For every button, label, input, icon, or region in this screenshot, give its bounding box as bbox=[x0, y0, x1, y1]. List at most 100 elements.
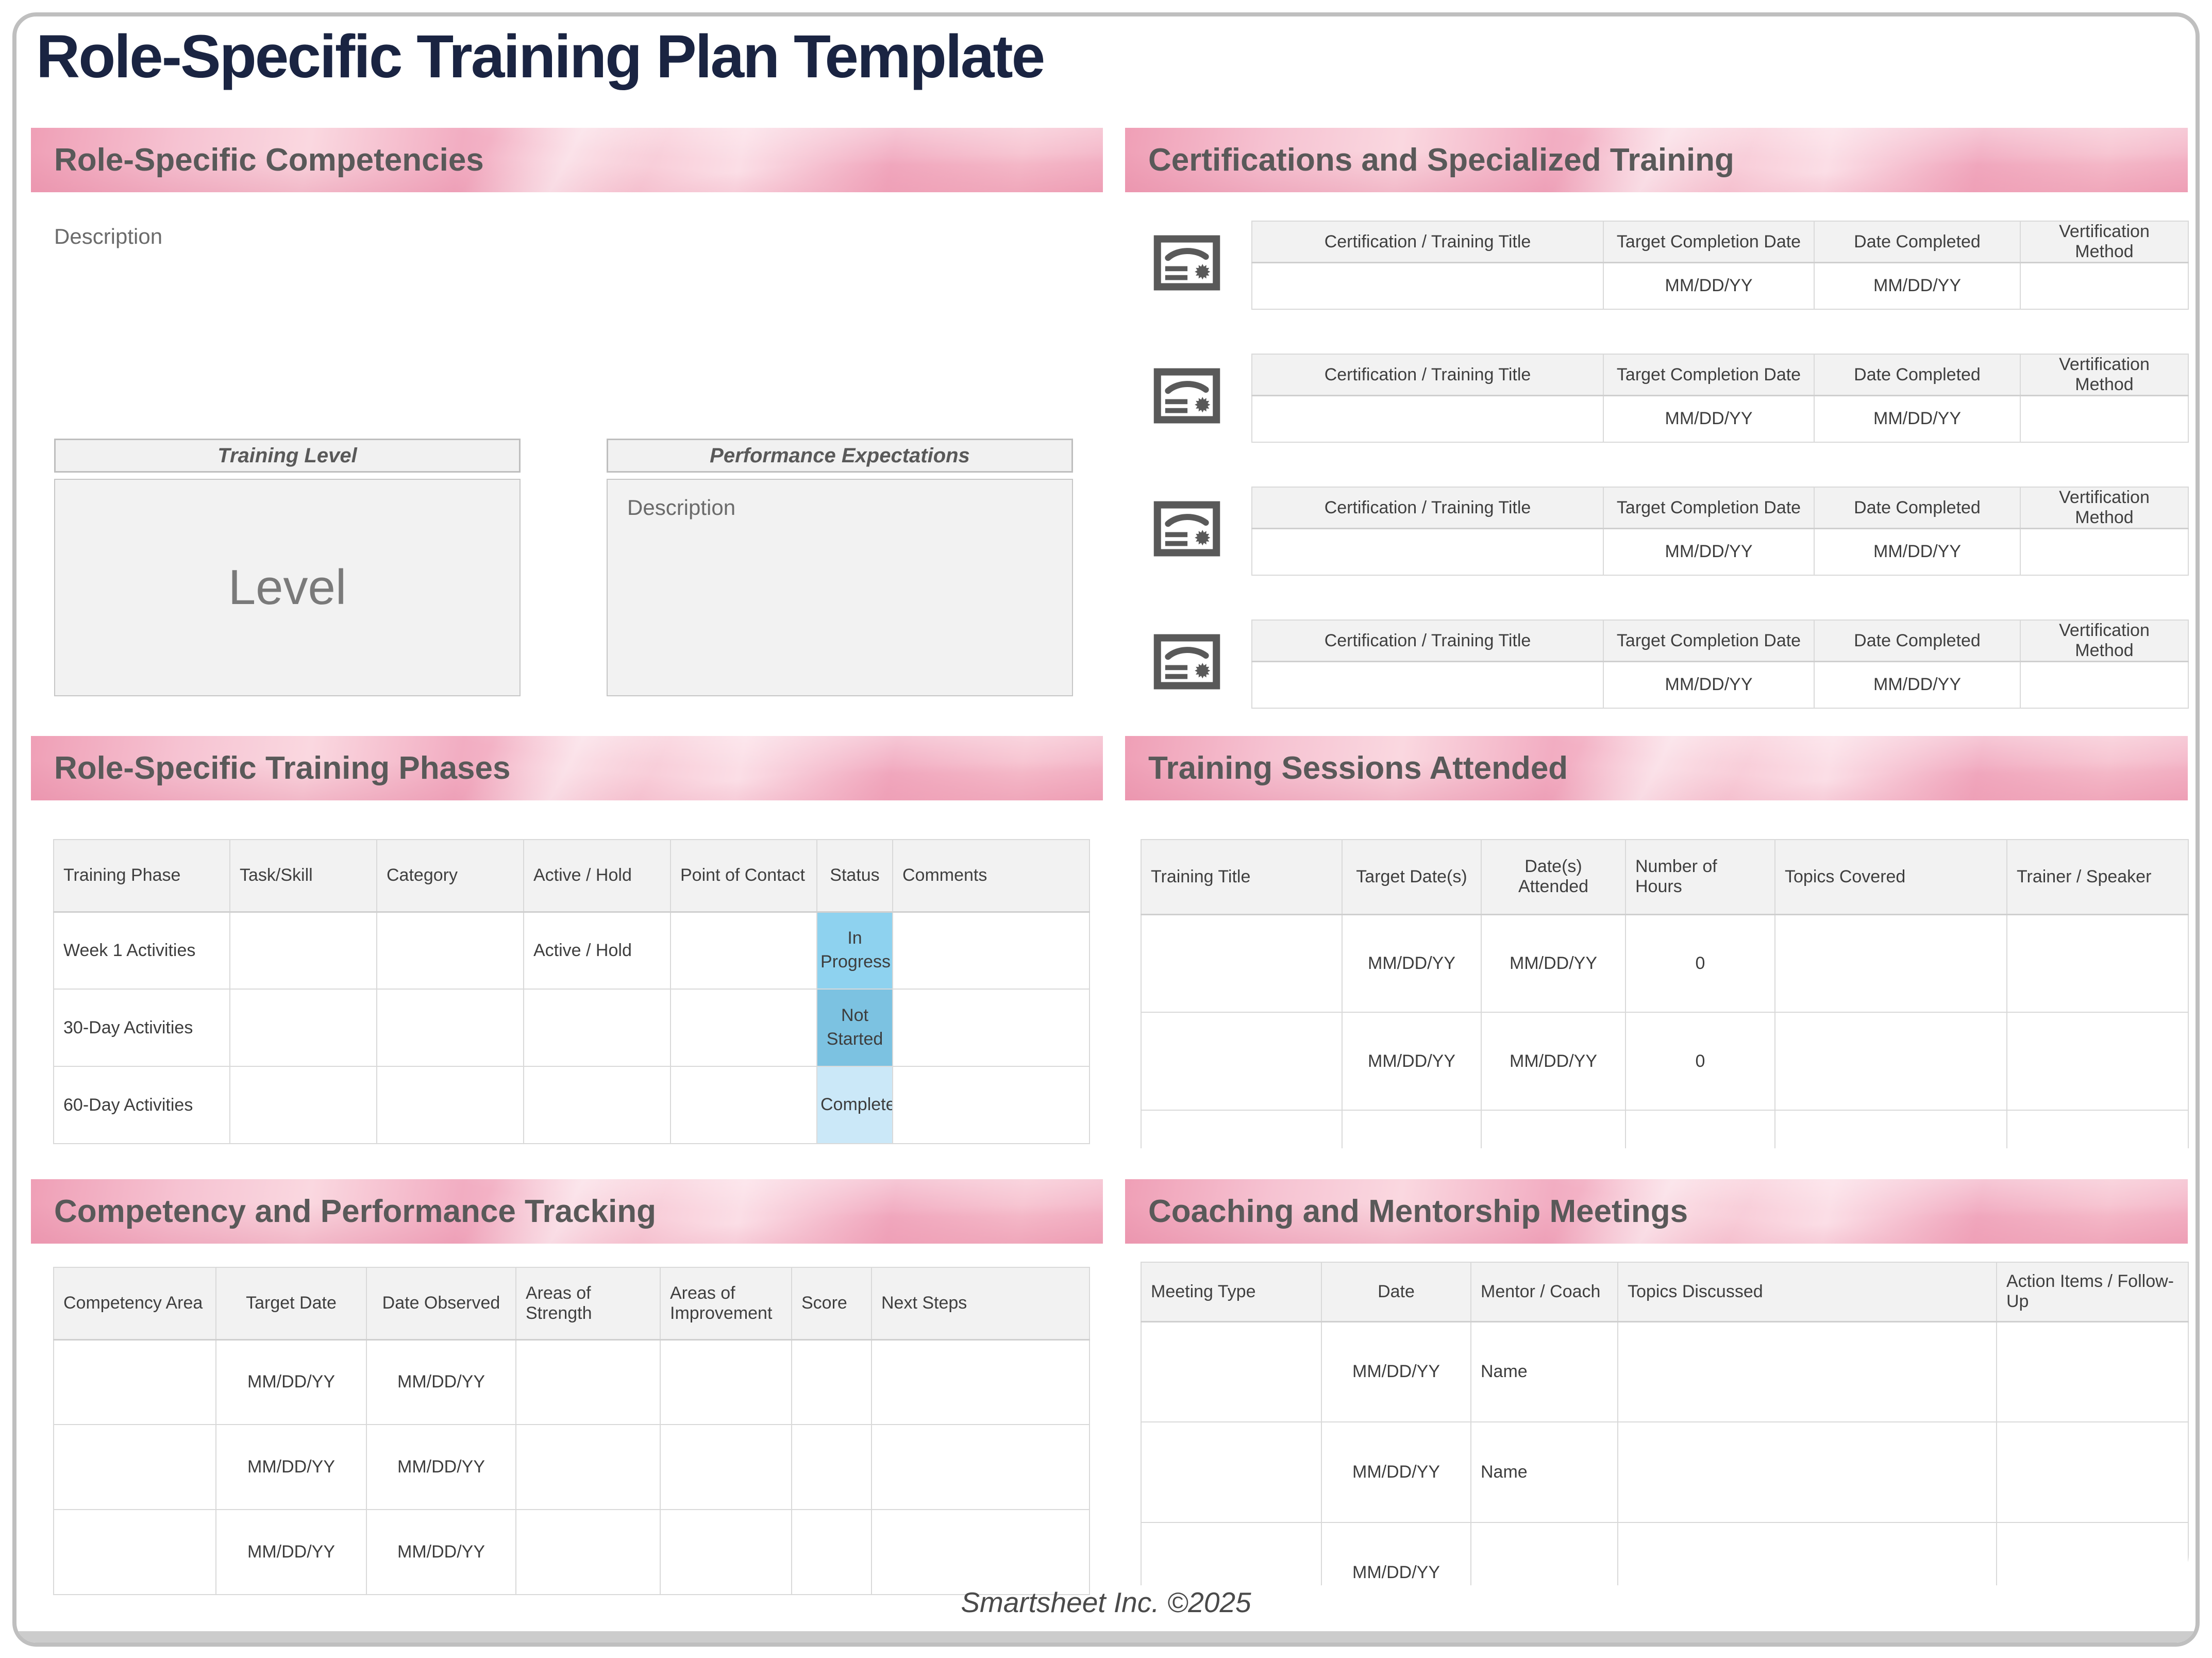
cell-target-dates[interactable] bbox=[1342, 1110, 1482, 1148]
cell-active-hold[interactable]: Active / Hold bbox=[523, 911, 671, 990]
cell-certification-title[interactable] bbox=[1251, 262, 1604, 310]
cell-training-title[interactable] bbox=[1141, 1012, 1343, 1111]
cell-category[interactable] bbox=[376, 911, 524, 990]
cell-action-items[interactable] bbox=[1996, 1321, 2189, 1422]
cell-category[interactable] bbox=[376, 1066, 524, 1144]
cell-vertification-method[interactable] bbox=[2020, 395, 2189, 443]
cell-areas-of-improvement[interactable] bbox=[660, 1339, 792, 1425]
cell-training-title[interactable] bbox=[1141, 914, 1343, 1013]
cell-training-title[interactable] bbox=[1141, 1110, 1343, 1148]
cell-score[interactable] bbox=[791, 1509, 872, 1595]
cell-topics-discussed[interactable] bbox=[1617, 1321, 1997, 1422]
cell-target-completion-date[interactable]: MM/DD/YY bbox=[1603, 661, 1815, 709]
cell-areas-of-strength[interactable] bbox=[515, 1339, 661, 1425]
performance-expectations-description[interactable]: Description bbox=[627, 495, 736, 520]
cell-topics-covered[interactable] bbox=[1774, 1110, 2007, 1148]
sessions-banner-title: Training Sessions Attended bbox=[1148, 750, 1568, 786]
cell-next-steps[interactable] bbox=[871, 1509, 1090, 1595]
status-cell-complete[interactable]: Complete bbox=[816, 1066, 893, 1144]
cell-dates-attended[interactable] bbox=[1481, 1110, 1626, 1148]
cell-training-phase[interactable]: Week 1 Activities bbox=[53, 911, 230, 990]
cell-vertification-method[interactable] bbox=[2020, 661, 2189, 709]
cell-meeting-type[interactable] bbox=[1141, 1321, 1322, 1422]
cell-category[interactable] bbox=[376, 989, 524, 1067]
cell-date-completed[interactable]: MM/DD/YY bbox=[1814, 395, 2021, 443]
cell-mentor-coach[interactable] bbox=[1470, 1522, 1618, 1585]
cell-next-steps[interactable] bbox=[871, 1424, 1090, 1510]
cell-task-skill[interactable] bbox=[229, 911, 377, 990]
status-cell-in-progress[interactable]: In Progress bbox=[816, 911, 893, 990]
cell-date-observed[interactable]: MM/DD/YY bbox=[366, 1509, 516, 1595]
cell-next-steps[interactable] bbox=[871, 1339, 1090, 1425]
cell-date-observed[interactable]: MM/DD/YY bbox=[366, 1424, 516, 1510]
cell-target-date[interactable]: MM/DD/YY bbox=[215, 1339, 367, 1425]
cell-score[interactable] bbox=[791, 1339, 872, 1425]
cell-areas-of-strength[interactable] bbox=[515, 1509, 661, 1595]
cell-number-of-hours[interactable] bbox=[1625, 1110, 1775, 1148]
cell-comments[interactable] bbox=[892, 911, 1090, 990]
cell-training-phase[interactable]: 30-Day Activities bbox=[53, 989, 230, 1067]
cell-date-completed[interactable]: MM/DD/YY bbox=[1814, 528, 2021, 576]
cell-date[interactable]: MM/DD/YY bbox=[1321, 1321, 1471, 1422]
cell-date-observed[interactable]: MM/DD/YY bbox=[366, 1339, 516, 1425]
cell-mentor-coach[interactable]: Name bbox=[1470, 1321, 1618, 1422]
cell-target-completion-date[interactable]: MM/DD/YY bbox=[1603, 395, 1815, 443]
cell-action-items[interactable] bbox=[1996, 1421, 2189, 1523]
cell-date[interactable]: MM/DD/YY bbox=[1321, 1421, 1471, 1523]
cell-certification-title[interactable] bbox=[1251, 395, 1604, 443]
cell-training-phase[interactable]: 60-Day Activities bbox=[53, 1066, 230, 1144]
cell-competency-area[interactable] bbox=[53, 1424, 216, 1510]
cell-certification-title[interactable] bbox=[1251, 528, 1604, 576]
cell-vertification-method[interactable] bbox=[2020, 528, 2189, 576]
status-cell-not-started[interactable]: Not Started bbox=[816, 989, 893, 1067]
cell-action-items[interactable] bbox=[1996, 1522, 2189, 1585]
cell-trainer-speaker[interactable] bbox=[2006, 1012, 2189, 1111]
cell-date-completed[interactable]: MM/DD/YY bbox=[1814, 661, 2021, 709]
cell-number-of-hours[interactable]: 0 bbox=[1625, 914, 1775, 1013]
cell-point-of-contact[interactable] bbox=[670, 989, 817, 1067]
cell-topics-discussed[interactable] bbox=[1617, 1522, 1997, 1585]
cell-competency-area[interactable] bbox=[53, 1509, 216, 1595]
cell-competency-area[interactable] bbox=[53, 1339, 216, 1425]
col-vertification-method: Vertification Method bbox=[2020, 221, 2189, 263]
cell-date-completed[interactable]: MM/DD/YY bbox=[1814, 262, 2021, 310]
cell-topics-covered[interactable] bbox=[1774, 914, 2007, 1013]
cell-comments[interactable] bbox=[892, 989, 1090, 1067]
training-level-value[interactable]: Level bbox=[228, 560, 347, 615]
cell-topics-discussed[interactable] bbox=[1617, 1421, 1997, 1523]
cell-meeting-type[interactable] bbox=[1141, 1522, 1322, 1585]
cell-trainer-speaker[interactable] bbox=[2006, 914, 2189, 1013]
cell-dates-attended[interactable]: MM/DD/YY bbox=[1481, 1012, 1626, 1111]
performance-expectations-box[interactable]: Description bbox=[607, 479, 1073, 696]
cell-target-dates[interactable]: MM/DD/YY bbox=[1342, 914, 1482, 1013]
cell-target-date[interactable]: MM/DD/YY bbox=[215, 1509, 367, 1595]
cell-point-of-contact[interactable] bbox=[670, 1066, 817, 1144]
cell-dates-attended[interactable]: MM/DD/YY bbox=[1481, 914, 1626, 1013]
cell-areas-of-strength[interactable] bbox=[515, 1424, 661, 1510]
cell-certification-title[interactable] bbox=[1251, 661, 1604, 709]
cell-mentor-coach[interactable]: Name bbox=[1470, 1421, 1618, 1523]
cell-point-of-contact[interactable] bbox=[670, 911, 817, 990]
cell-topics-covered[interactable] bbox=[1774, 1012, 2007, 1111]
cell-target-dates[interactable]: MM/DD/YY bbox=[1342, 1012, 1482, 1111]
cell-date[interactable]: MM/DD/YY bbox=[1321, 1522, 1471, 1585]
cell-score[interactable] bbox=[791, 1424, 872, 1510]
competencies-description-field[interactable]: Description bbox=[54, 224, 163, 248]
cell-target-completion-date[interactable]: MM/DD/YY bbox=[1603, 262, 1815, 310]
col-date-completed: Date Completed bbox=[1814, 619, 2021, 662]
cell-comments[interactable] bbox=[892, 1066, 1090, 1144]
cell-task-skill[interactable] bbox=[229, 1066, 377, 1144]
cell-vertification-method[interactable] bbox=[2020, 262, 2189, 310]
training-level-box[interactable]: Level bbox=[54, 479, 521, 696]
cell-trainer-speaker[interactable] bbox=[2006, 1110, 2189, 1148]
cell-number-of-hours[interactable]: 0 bbox=[1625, 1012, 1775, 1111]
cell-target-date[interactable]: MM/DD/YY bbox=[215, 1424, 367, 1510]
cell-areas-of-improvement[interactable] bbox=[660, 1424, 792, 1510]
cell-meeting-type[interactable] bbox=[1141, 1421, 1322, 1523]
cell-areas-of-improvement[interactable] bbox=[660, 1509, 792, 1595]
cell-active-hold[interactable] bbox=[523, 989, 671, 1067]
cell-target-completion-date[interactable]: MM/DD/YY bbox=[1603, 528, 1815, 576]
cell-active-hold[interactable] bbox=[523, 1066, 671, 1144]
col-trainer-speaker: Trainer / Speaker bbox=[2006, 839, 2189, 915]
cell-task-skill[interactable] bbox=[229, 989, 377, 1067]
